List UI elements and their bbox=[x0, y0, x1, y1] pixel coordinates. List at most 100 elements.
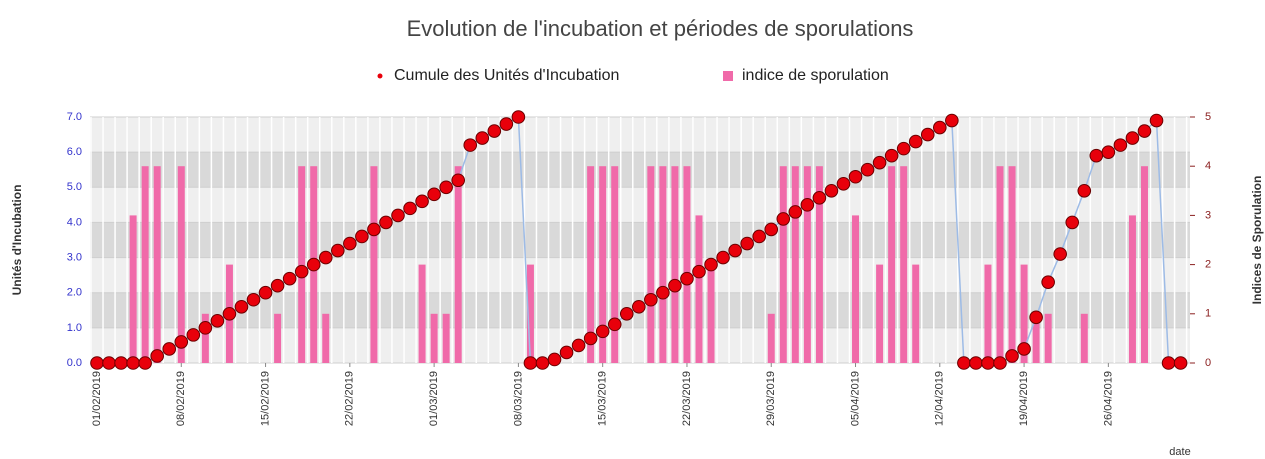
point bbox=[355, 229, 369, 244]
point bbox=[957, 356, 971, 370]
bar bbox=[1044, 313, 1052, 363]
bar bbox=[599, 166, 607, 363]
point bbox=[644, 292, 658, 307]
bar bbox=[201, 313, 209, 363]
y2-tick-label: 1 bbox=[1205, 308, 1211, 320]
point bbox=[607, 317, 622, 332]
x-tick-label: 29/03/2019 bbox=[765, 371, 777, 426]
bar bbox=[659, 166, 667, 363]
bar bbox=[129, 215, 137, 363]
point bbox=[1005, 349, 1019, 363]
bar bbox=[984, 264, 992, 363]
bar bbox=[803, 166, 811, 363]
point bbox=[535, 356, 550, 370]
bar bbox=[526, 264, 534, 363]
point bbox=[908, 134, 923, 149]
bar bbox=[900, 166, 908, 363]
x-tick-label: 12/04/2019 bbox=[934, 371, 946, 426]
y2-tick-label: 4 bbox=[1205, 160, 1211, 172]
point bbox=[439, 180, 453, 195]
x-axis-label: date bbox=[1169, 446, 1190, 458]
point bbox=[728, 243, 742, 258]
point bbox=[1161, 356, 1176, 370]
x-tick-label: 26/04/2019 bbox=[1102, 371, 1114, 426]
point bbox=[692, 264, 706, 279]
point bbox=[1077, 184, 1092, 198]
y-tick-label: 4.0 bbox=[67, 216, 82, 228]
point bbox=[367, 222, 381, 237]
point bbox=[884, 148, 899, 163]
bar bbox=[1128, 215, 1136, 363]
bar bbox=[322, 313, 330, 363]
y2-tick-label: 5 bbox=[1205, 111, 1211, 123]
point bbox=[920, 127, 935, 142]
point bbox=[896, 141, 911, 156]
x-tick-label: 01/03/2019 bbox=[428, 371, 440, 426]
legend-label: indice de sporulation bbox=[742, 67, 889, 84]
point bbox=[656, 285, 670, 300]
point bbox=[499, 117, 514, 131]
point bbox=[764, 222, 779, 237]
bar bbox=[996, 166, 1004, 363]
bar bbox=[876, 264, 884, 363]
point bbox=[680, 271, 694, 286]
y2-tick-label: 3 bbox=[1205, 209, 1211, 221]
point bbox=[559, 345, 574, 360]
point bbox=[234, 299, 249, 314]
point bbox=[102, 356, 116, 370]
bar bbox=[647, 166, 655, 363]
point bbox=[1065, 215, 1080, 230]
point bbox=[186, 328, 201, 342]
point bbox=[451, 173, 466, 188]
bar bbox=[888, 166, 896, 363]
x-tick-label: 08/02/2019 bbox=[175, 371, 187, 426]
legend-label: Cumule des Unités d'Incubation bbox=[394, 67, 619, 84]
point bbox=[812, 191, 827, 205]
point bbox=[198, 321, 213, 335]
point bbox=[114, 356, 128, 370]
bar bbox=[1032, 313, 1040, 363]
grid-band bbox=[90, 152, 1190, 188]
bar bbox=[1008, 166, 1016, 363]
bar bbox=[418, 264, 426, 363]
point bbox=[415, 194, 429, 209]
point bbox=[343, 236, 357, 251]
bar bbox=[815, 166, 823, 363]
y2-axis-label: Indices de Sporulation bbox=[1250, 176, 1264, 305]
point bbox=[945, 113, 959, 128]
point bbox=[1053, 247, 1067, 261]
point bbox=[571, 338, 586, 353]
x-tick-label: 15/03/2019 bbox=[597, 371, 609, 426]
x-tick-label: 22/03/2019 bbox=[681, 371, 693, 426]
point bbox=[1125, 131, 1140, 145]
point bbox=[475, 131, 490, 145]
y-axis-label: Unités d'Incubation bbox=[10, 185, 24, 296]
point bbox=[511, 110, 526, 124]
point bbox=[90, 356, 104, 370]
point bbox=[162, 342, 177, 356]
point bbox=[222, 307, 237, 321]
point bbox=[1149, 113, 1164, 128]
y-tick-label: 7.0 bbox=[67, 111, 82, 123]
bar bbox=[683, 166, 691, 363]
point bbox=[993, 356, 1007, 370]
point bbox=[752, 229, 767, 244]
chart-title: Evolution de l'incubation et périodes de… bbox=[407, 16, 914, 41]
bar bbox=[1020, 264, 1028, 363]
point bbox=[331, 243, 345, 258]
point bbox=[788, 205, 803, 219]
point bbox=[126, 356, 140, 370]
bar bbox=[611, 166, 619, 363]
point bbox=[800, 198, 815, 212]
bar bbox=[671, 166, 679, 363]
point bbox=[1041, 275, 1055, 289]
point bbox=[1113, 138, 1128, 152]
legend-marker bbox=[723, 71, 733, 81]
bar bbox=[454, 166, 462, 363]
point bbox=[150, 349, 164, 363]
point bbox=[306, 257, 321, 272]
point bbox=[668, 278, 682, 293]
point bbox=[258, 285, 273, 300]
bar bbox=[141, 166, 149, 363]
